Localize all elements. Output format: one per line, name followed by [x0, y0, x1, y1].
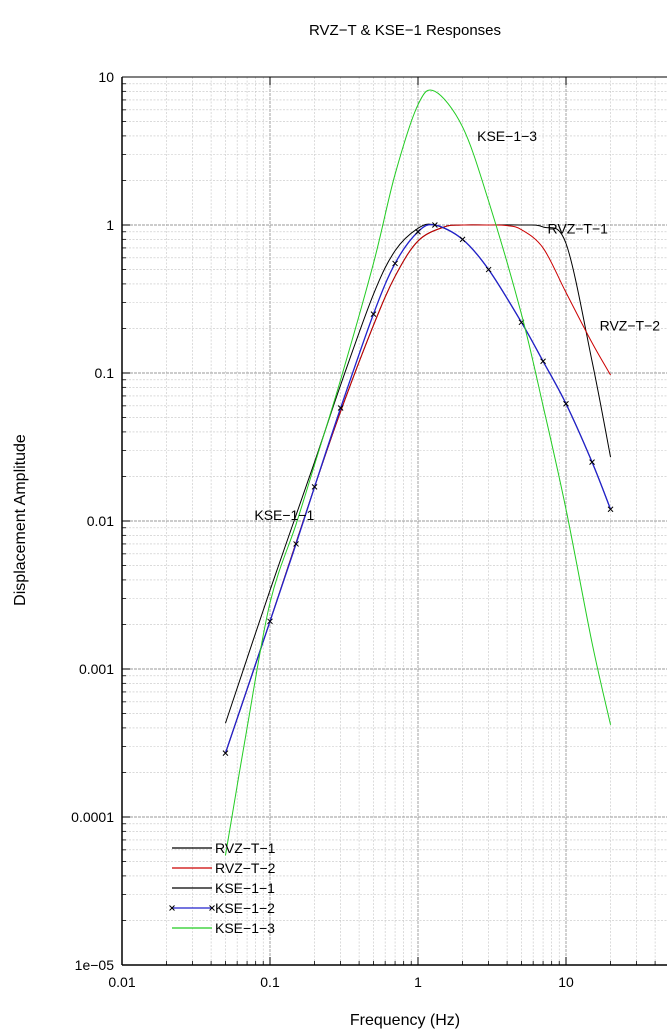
legend: RVZ−T−1 RVZ−T−2 KSE−1−1 KSE−1−2 KSE−1−3: [169, 840, 276, 936]
legend-label: RVZ−T−2: [215, 860, 276, 876]
marker-stroke: [392, 260, 398, 267]
legend-label: KSE−1−3: [215, 920, 275, 936]
legend-label: KSE−1−1: [215, 880, 275, 896]
marker-stroke: [540, 358, 546, 365]
series-point-marker: [540, 358, 546, 365]
x-axis-label: Frequency (Hz): [350, 1012, 460, 1029]
series-point-marker: [589, 459, 595, 465]
marker-stroke: [293, 541, 299, 547]
marker-stroke: [370, 311, 377, 317]
series-point-marker: [563, 400, 569, 407]
x-tick-label: 0.1: [260, 974, 280, 990]
marker-stroke: [432, 222, 438, 228]
y-tick-label: 10: [98, 69, 114, 85]
series-kse-1-3-line: [224, 89, 612, 856]
marker-stroke: [267, 618, 273, 625]
series-point-marker: [222, 750, 229, 757]
legend-label: RVZ−T−1: [215, 840, 276, 856]
annotation-label: RVZ−T−2: [600, 317, 661, 333]
marker-stroke: [563, 400, 569, 407]
series-point-marker: [415, 228, 421, 235]
x-tick-label: 1: [414, 974, 422, 990]
series-point-marker: [459, 236, 466, 243]
series-point-marker: [267, 618, 273, 625]
series-point-marker: [607, 506, 614, 513]
legend-marker: [209, 905, 215, 911]
marker-stroke: [589, 459, 595, 465]
legend-marker: [169, 905, 175, 911]
y-tick-label: 0.01: [87, 513, 114, 529]
marker-stroke: [607, 506, 614, 513]
series-point-marker: [432, 222, 438, 228]
series-point-marker: [293, 541, 299, 547]
marker-stroke: [337, 405, 344, 411]
grid: [121, 76, 667, 966]
series-point-marker: [370, 311, 377, 317]
x-tick-label: 10: [558, 974, 574, 990]
series-group: [222, 89, 614, 856]
y-tick-label: 1: [106, 217, 114, 233]
series-point-marker: [485, 266, 492, 273]
y-tick-label: 0.1: [95, 365, 115, 381]
marker-stroke: [311, 484, 318, 490]
y-tick-label: 0.0001: [71, 809, 114, 825]
x-tick-label: 0.01: [108, 974, 135, 990]
marker-stroke: [222, 750, 229, 757]
series-point-marker: [392, 260, 398, 267]
marker-stroke: [415, 228, 421, 235]
y-axis-label: Displacement Amplitude: [12, 434, 29, 606]
annotation-label: RVZ−T−1: [548, 220, 609, 236]
marker-stroke: [459, 236, 466, 243]
annotations: KSE−1−3 RVZ−T−1 RVZ−T−2 KSE−1−1: [254, 128, 660, 523]
annotation-label: KSE−1−3: [477, 128, 537, 144]
marker-stroke: [485, 266, 492, 273]
chart-title: RVZ−T & KSE−1 Responses: [309, 22, 501, 39]
axes: 0.01 0.1 1 10 10 1 0.1 0.01 0.001 0.0001 1e−05: [71, 69, 667, 990]
annotation-label: KSE−1−1: [254, 507, 314, 523]
legend-label: KSE−1−2: [215, 900, 275, 916]
y-tick-label: 1e−05: [75, 957, 115, 973]
series-point-marker: [337, 405, 344, 411]
y-tick-label: 0.001: [79, 661, 114, 677]
series-point-marker: [311, 484, 318, 490]
